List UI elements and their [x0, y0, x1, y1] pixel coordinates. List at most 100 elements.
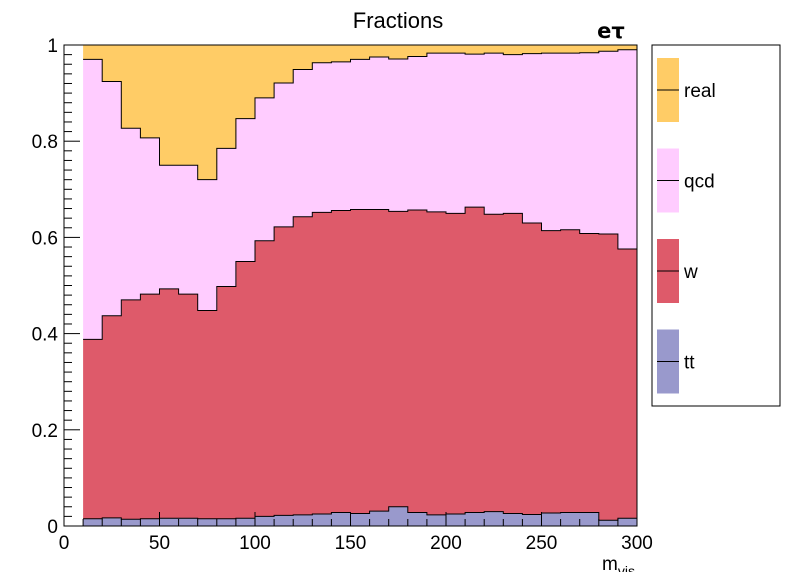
bar-w-13 — [331, 210, 351, 513]
bar-qcd-6 — [197, 179, 218, 311]
bar-tt-18 — [426, 514, 447, 526]
bar-qcd-20 — [465, 54, 485, 208]
bar-tt-24 — [541, 513, 561, 526]
bar-w-8 — [235, 261, 256, 519]
bar-qcd-28 — [617, 49, 638, 249]
bar-real-2 — [121, 45, 141, 129]
bar-qcd-7 — [216, 148, 237, 287]
y-tick-label-4: 0.8 — [32, 132, 58, 153]
bar-tt-10 — [274, 515, 294, 526]
bar-w-19 — [446, 213, 466, 514]
bar-qcd-24 — [541, 53, 561, 231]
bar-real-27 — [598, 45, 619, 52]
bar-qcd-4 — [159, 165, 179, 289]
x-tick-label-3: 150 — [335, 533, 367, 554]
bar-tt-19 — [446, 513, 466, 526]
bar-w-15 — [369, 209, 390, 512]
bar-tt-11 — [293, 514, 313, 526]
bar-real-7 — [216, 45, 237, 149]
bar-qcd-8 — [235, 118, 256, 262]
bar-qcd-25 — [560, 53, 581, 230]
bar-real-14 — [350, 45, 370, 60]
y-tick-label-0: 0 — [47, 517, 58, 538]
bar-real-1 — [102, 45, 122, 82]
bar-real-11 — [293, 45, 313, 70]
bar-real-17 — [407, 45, 428, 57]
bar-real-24 — [541, 45, 561, 54]
bar-w-26 — [579, 233, 600, 513]
bar-real-25 — [560, 45, 581, 54]
bar-qcd-14 — [350, 59, 370, 210]
bar-tt-23 — [522, 514, 542, 526]
bar-real-0 — [83, 45, 103, 60]
bar-w-20 — [465, 207, 485, 513]
bar-real-13 — [331, 45, 351, 62]
bar-real-10 — [274, 45, 294, 83]
bar-real-26 — [579, 45, 600, 53]
stacked-area-layer — [83, 45, 638, 526]
bar-tt-16 — [388, 506, 409, 526]
bar-tt-15 — [369, 511, 390, 526]
bar-qcd-11 — [293, 69, 313, 217]
bar-real-19 — [446, 45, 466, 54]
bar-w-6 — [197, 310, 218, 519]
bar-w-9 — [255, 240, 275, 517]
bar-w-24 — [541, 230, 561, 514]
bar-qcd-27 — [598, 51, 619, 235]
bar-w-21 — [484, 214, 504, 512]
bar-qcd-5 — [178, 165, 199, 295]
bar-real-3 — [140, 45, 160, 138]
bar-tt-2 — [121, 519, 141, 526]
bar-w-18 — [426, 211, 447, 515]
channel-label: eτ — [597, 19, 625, 43]
bar-real-16 — [388, 45, 409, 59]
bar-tt-8 — [235, 518, 256, 526]
bar-qcd-1 — [102, 81, 122, 316]
y-tick-label-5: 1 — [47, 36, 58, 57]
bar-w-2 — [121, 299, 141, 520]
bar-w-0 — [83, 339, 103, 519]
bar-real-5 — [178, 45, 199, 166]
legend-label-real: real — [684, 81, 716, 102]
bar-tt-21 — [484, 511, 504, 526]
x-axis-label-subscript: vis — [618, 563, 635, 572]
bar-qcd-18 — [426, 53, 447, 212]
bar-tt-9 — [255, 516, 275, 526]
x-tick-label-4: 200 — [430, 533, 462, 554]
x-axis-label-main: m — [602, 554, 618, 572]
legend-label-tt: tt — [684, 353, 695, 374]
bar-real-28 — [617, 45, 638, 50]
x-tick-label-6: 300 — [621, 533, 653, 554]
bar-real-15 — [369, 45, 390, 58]
bar-tt-7 — [216, 518, 237, 526]
bar-w-16 — [388, 211, 409, 507]
bar-qcd-3 — [140, 137, 160, 295]
bar-w-28 — [617, 248, 638, 519]
bar-w-25 — [560, 229, 581, 513]
bar-w-1 — [102, 315, 122, 518]
bar-w-11 — [293, 216, 313, 515]
x-tick-label-1: 50 — [149, 533, 170, 554]
x-axis-label: mvis — [602, 554, 635, 572]
bar-tt-5 — [178, 518, 199, 526]
bar-tt-26 — [579, 512, 600, 526]
bar-qcd-13 — [331, 61, 351, 211]
bar-real-20 — [465, 45, 485, 55]
x-tick-label-0: 0 — [59, 533, 70, 554]
bar-tt-13 — [331, 512, 351, 526]
bar-tt-28 — [617, 518, 638, 526]
bar-w-14 — [350, 209, 370, 514]
bar-qcd-19 — [446, 53, 466, 214]
bar-tt-22 — [503, 513, 523, 526]
bar-w-7 — [216, 286, 237, 519]
legend-label-qcd: qcd — [684, 172, 715, 193]
bar-tt-6 — [197, 518, 218, 526]
bar-tt-1 — [102, 517, 122, 526]
bar-tt-20 — [465, 512, 485, 526]
legend: real qcd w tt — [651, 44, 781, 407]
legend-entries: real qcd w tt — [657, 58, 716, 394]
bar-qcd-10 — [274, 82, 294, 227]
bar-qcd-21 — [484, 53, 504, 215]
x-tick-label-5: 250 — [526, 533, 558, 554]
